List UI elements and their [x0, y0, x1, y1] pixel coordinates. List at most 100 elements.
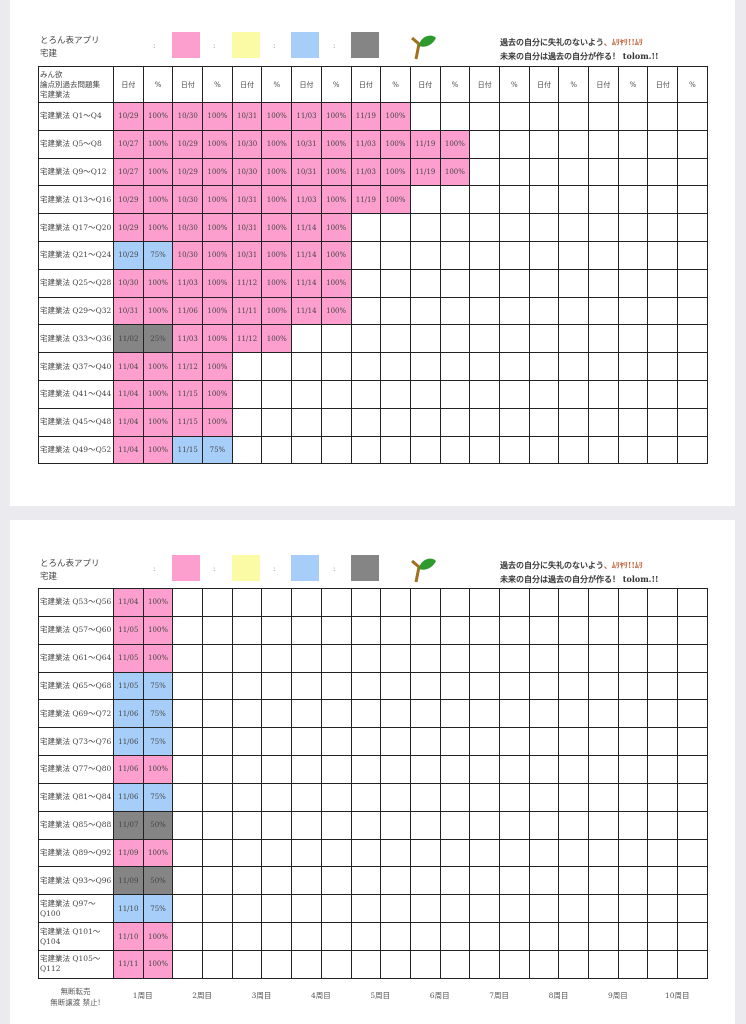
percent-cell[interactable] — [380, 588, 411, 617]
percent-cell[interactable] — [261, 755, 293, 784]
date-cell[interactable] — [291, 922, 322, 951]
date-cell[interactable] — [172, 949, 204, 979]
percent-cell[interactable] — [498, 866, 530, 896]
percent-cell[interactable]: 100% — [202, 213, 233, 242]
date-cell[interactable] — [409, 643, 441, 673]
date-cell[interactable] — [350, 268, 382, 298]
percent-cell[interactable] — [202, 838, 233, 868]
percent-cell[interactable] — [677, 102, 708, 131]
date-cell[interactable] — [231, 615, 263, 645]
date-cell[interactable] — [350, 671, 382, 701]
date-cell[interactable] — [291, 782, 322, 812]
date-cell[interactable]: 11/06 — [113, 699, 144, 729]
date-cell[interactable] — [409, 185, 441, 215]
percent-cell[interactable] — [498, 643, 530, 673]
percent-cell[interactable]: 100% — [320, 185, 352, 215]
percent-cell[interactable] — [261, 671, 293, 701]
date-cell[interactable] — [231, 435, 263, 465]
date-cell[interactable] — [409, 213, 441, 242]
percent-cell[interactable] — [558, 922, 589, 951]
date-cell[interactable]: 11/05 — [113, 615, 144, 645]
date-cell[interactable] — [528, 435, 560, 465]
date-cell[interactable]: 11/11 — [113, 949, 144, 979]
date-cell[interactable] — [291, 866, 322, 896]
percent-cell[interactable] — [498, 615, 530, 645]
date-cell[interactable] — [409, 866, 441, 896]
date-cell[interactable] — [350, 755, 382, 784]
date-cell[interactable] — [588, 435, 619, 465]
percent-cell[interactable] — [677, 727, 708, 757]
percent-cell[interactable] — [617, 615, 649, 645]
percent-cell[interactable] — [677, 782, 708, 812]
percent-cell[interactable] — [439, 379, 471, 409]
date-cell[interactable] — [647, 296, 679, 326]
percent-cell[interactable] — [617, 129, 649, 159]
date-cell[interactable]: 11/03 — [291, 102, 322, 131]
date-cell[interactable] — [291, 643, 322, 673]
percent-cell[interactable] — [439, 949, 471, 979]
date-cell[interactable]: 10/29 — [113, 213, 144, 242]
date-cell[interactable]: 10/29 — [113, 185, 144, 215]
date-cell[interactable] — [528, 296, 560, 326]
date-cell[interactable]: 11/04 — [113, 588, 144, 617]
date-cell[interactable] — [350, 866, 382, 896]
date-cell[interactable] — [409, 922, 441, 951]
date-cell[interactable]: 11/03 — [172, 268, 204, 298]
date-cell[interactable] — [528, 324, 560, 354]
percent-cell[interactable]: 100% — [380, 129, 411, 159]
date-cell[interactable] — [409, 102, 441, 131]
percent-cell[interactable] — [498, 268, 530, 298]
percent-cell[interactable] — [202, 615, 233, 645]
date-cell[interactable] — [231, 588, 263, 617]
date-cell[interactable] — [647, 129, 679, 159]
percent-cell[interactable] — [439, 755, 471, 784]
date-cell[interactable] — [231, 949, 263, 979]
percent-cell[interactable] — [558, 240, 589, 270]
date-cell[interactable] — [469, 435, 500, 465]
percent-cell[interactable]: 100% — [142, 157, 174, 187]
percent-cell[interactable] — [677, 268, 708, 298]
percent-cell[interactable] — [380, 894, 411, 924]
percent-cell[interactable]: 100% — [202, 379, 233, 409]
percent-cell[interactable] — [558, 615, 589, 645]
date-cell[interactable] — [291, 699, 322, 729]
date-cell[interactable]: 11/04 — [113, 352, 144, 381]
date-cell[interactable]: 10/30 — [172, 185, 204, 215]
date-cell[interactable] — [409, 838, 441, 868]
date-cell[interactable] — [528, 352, 560, 381]
date-cell[interactable]: 10/30 — [231, 129, 263, 159]
date-cell[interactable] — [647, 894, 679, 924]
date-cell[interactable]: 11/12 — [172, 352, 204, 381]
date-cell[interactable] — [350, 615, 382, 645]
percent-cell[interactable] — [677, 838, 708, 868]
date-cell[interactable] — [291, 810, 322, 840]
date-cell[interactable] — [588, 324, 619, 354]
date-cell[interactable] — [172, 671, 204, 701]
date-cell[interactable] — [409, 296, 441, 326]
percent-cell[interactable]: 100% — [320, 296, 352, 326]
percent-cell[interactable] — [617, 435, 649, 465]
date-cell[interactable] — [647, 810, 679, 840]
percent-cell[interactable]: 100% — [142, 838, 174, 868]
date-cell[interactable] — [469, 129, 500, 159]
percent-cell[interactable] — [320, 699, 352, 729]
date-cell[interactable]: 11/06 — [113, 755, 144, 784]
percent-cell[interactable] — [677, 866, 708, 896]
date-cell[interactable] — [588, 866, 619, 896]
percent-cell[interactable] — [202, 588, 233, 617]
date-cell[interactable] — [409, 407, 441, 437]
date-cell[interactable] — [469, 324, 500, 354]
percent-cell[interactable] — [320, 671, 352, 701]
date-cell[interactable] — [469, 782, 500, 812]
percent-cell[interactable] — [439, 922, 471, 951]
percent-cell[interactable]: 100% — [202, 324, 233, 354]
date-cell[interactable]: 10/30 — [231, 157, 263, 187]
percent-cell[interactable] — [320, 324, 352, 354]
percent-cell[interactable] — [498, 894, 530, 924]
percent-cell[interactable] — [202, 643, 233, 673]
date-cell[interactable] — [647, 727, 679, 757]
date-cell[interactable]: 11/05 — [113, 643, 144, 673]
date-cell[interactable] — [409, 268, 441, 298]
percent-cell[interactable]: 100% — [142, 102, 174, 131]
date-cell[interactable] — [231, 352, 263, 381]
